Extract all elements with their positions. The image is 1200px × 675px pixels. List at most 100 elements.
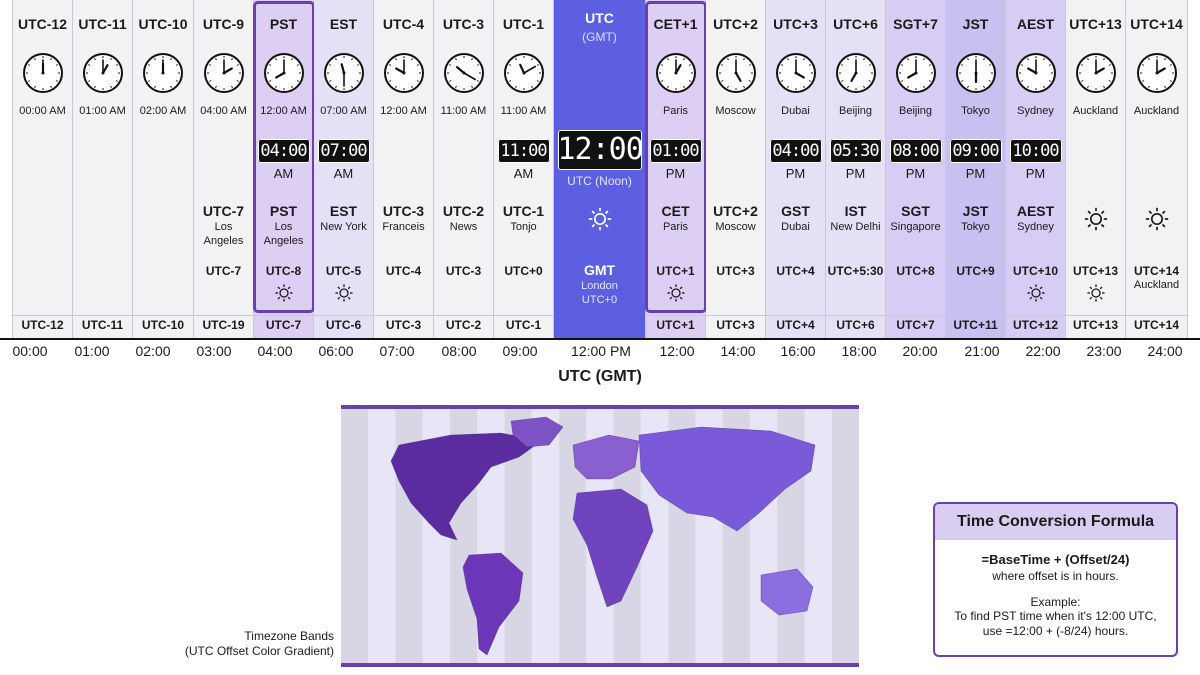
am-pm-label: PM <box>665 166 686 181</box>
sun-icon <box>1086 284 1105 302</box>
formula-title: Time Conversion Formula <box>935 504 1176 540</box>
map-legend: Timezone Bands (UTC Offset Color Gradien… <box>185 629 334 659</box>
sun-icon <box>1145 207 1168 231</box>
zone-name: AEST <box>1016 203 1055 219</box>
bottom-offset: UTC-7 <box>265 318 302 332</box>
axis-tick-label: 09:00 <box>502 343 538 359</box>
clock-icon <box>955 53 996 93</box>
utc-offset: UTC+4 <box>776 264 815 278</box>
utc-offset: UTC-3 <box>445 264 482 278</box>
column-header: UTC+3 <box>773 16 818 32</box>
timezone-column: UTC+3 Dubai 04:00 PM GST Dubai UTC+4 UTC+4 <box>766 0 826 338</box>
clock-icon <box>383 53 424 93</box>
formula-example-title: Example: <box>1030 595 1081 609</box>
timezone-column: EST 07:00 AM 07:00 AM EST New York UTC-5 UTC-6 <box>314 0 374 338</box>
zone-name: SGT <box>901 203 930 219</box>
zone-name: PST <box>269 203 298 219</box>
continents <box>390 416 816 656</box>
digital-time: 07:00 <box>317 139 370 163</box>
clock-icon <box>503 53 544 93</box>
column-header: UTC+13 <box>1069 16 1122 32</box>
column-header: UTC+2 <box>713 16 758 32</box>
utc-offset: UTC-4 <box>385 264 422 278</box>
am-pm-label: PM <box>785 166 806 181</box>
clock-time-label: Auckland <box>1072 105 1119 117</box>
row-divider <box>886 315 945 316</box>
am-pm-label: PM <box>1025 166 1046 181</box>
column-header: SGT+7 <box>893 16 938 32</box>
zone-name: GMT <box>583 262 616 278</box>
axis-tick-label: 18:00 <box>841 343 877 359</box>
bottom-offset: UTC+12 <box>1012 318 1059 332</box>
clock-icon <box>443 53 484 93</box>
bottom-offset: UTC-10 <box>141 318 184 332</box>
clock-time-label: Beijing <box>898 105 933 117</box>
digital-time: 09:00 <box>949 139 1002 163</box>
clock-icon <box>82 53 123 93</box>
axis-tick-label: 24:00 <box>1147 343 1183 359</box>
zone-name: UTC-2 <box>442 203 485 219</box>
axis-tick-label: 06:00 <box>318 343 354 359</box>
row-divider <box>194 315 253 316</box>
row-divider <box>254 315 313 316</box>
clock-icon <box>775 53 816 93</box>
timezone-column: UTC-12 00:00 AM UTC-12 <box>12 0 73 338</box>
zone-name: UTC-3 <box>382 203 425 219</box>
timezone-band <box>531 405 560 667</box>
bottom-offset: UTC+7 <box>896 318 935 332</box>
timezone-band <box>368 405 396 667</box>
clock-icon <box>1015 53 1056 93</box>
digital-time: 12:00 <box>557 130 644 170</box>
row-divider <box>1066 315 1125 316</box>
zone-name: UTC+2 <box>713 203 758 219</box>
digital-time: 01:00 <box>649 139 702 163</box>
timezone-column: UTC-1 11:00 AM 11:00 AM UTC-1 Tonjo UTC+0 UTC-1 <box>494 0 554 338</box>
digital-time: 10:00 <box>1009 139 1062 163</box>
timezone-column: JST Tokyo 09:00 PM JST Tokyo UTC+9 UTC+11 <box>946 0 1006 338</box>
clock-time-label: 04:00 AM <box>200 105 247 117</box>
map-top-bar <box>341 405 859 409</box>
column-header: PST <box>269 16 298 32</box>
utc-offset: UTC+13 <box>1072 264 1119 278</box>
sun-icon <box>334 284 353 302</box>
clock-icon <box>715 53 756 93</box>
row-divider <box>494 315 553 316</box>
digital-time: 08:00 <box>889 139 942 163</box>
timezone-column: UTC (GMT) 12:00 UTC (Noon) GMT London UTC+0 <box>554 0 646 338</box>
bottom-offset: UTC+11 <box>953 318 998 332</box>
utc-offset: UTC+10 <box>1012 264 1059 278</box>
timezone-column: AEST Sydney 10:00 PM AEST Sydney UTC+10 UTC+12 <box>1006 0 1066 338</box>
column-header: AEST <box>1016 16 1055 32</box>
utc-offset: UTC+1 <box>656 264 695 278</box>
zone-city: Tokyo <box>961 221 990 233</box>
axis-tick-label: 03:00 <box>196 343 232 359</box>
axis-tick-label: 23:00 <box>1086 343 1122 359</box>
sun-icon <box>1084 207 1107 231</box>
zone-city: Tonjo <box>510 221 537 233</box>
timezone-column: UTC+13 Auckland UTC+13 UTC+13 <box>1066 0 1126 338</box>
zone-city: Sydney <box>1017 221 1054 233</box>
row-divider <box>646 315 705 316</box>
utc-axis-line <box>0 338 1200 340</box>
timezone-column: UTC-9 04:00 AM UTC-7 Los Angeles UTC-7 UTC-19 <box>194 0 254 338</box>
formula-note: where offset is in hours. <box>992 569 1119 583</box>
clock-time-label: Beijing <box>838 105 873 117</box>
clock-time-label: 11:00 AM <box>500 105 547 117</box>
column-header: JST <box>962 16 989 32</box>
zone-city: Singapore <box>890 221 941 233</box>
axis-tick-label: 12:00 <box>659 343 695 359</box>
column-header: CET+1 <box>653 16 698 32</box>
zone-city: Paris <box>662 221 689 233</box>
clock-time-label: 01:00 AM <box>79 105 126 117</box>
map-legend-line1: Timezone Bands <box>244 629 334 643</box>
column-header: UTC-10 <box>138 16 188 32</box>
axis-tick-label: 14:00 <box>720 343 756 359</box>
clock-icon <box>22 53 63 93</box>
axis-tick-label: 07:00 <box>379 343 415 359</box>
utc-offset: UTC-7 <box>205 264 242 278</box>
clock-time-label: 12:00 AM <box>380 105 427 117</box>
digital-time: 05:30 <box>829 139 882 163</box>
timezone-grid: UTC-12 00:00 AM UTC-12 UTC-11 01:00 AM UTC-11… <box>12 0 1188 338</box>
utc-offset: UTC+0 <box>504 264 543 278</box>
timezone-column: UTC-4 12:00 AM UTC-3 Franceis UTC-4 UTC-3 <box>374 0 434 338</box>
